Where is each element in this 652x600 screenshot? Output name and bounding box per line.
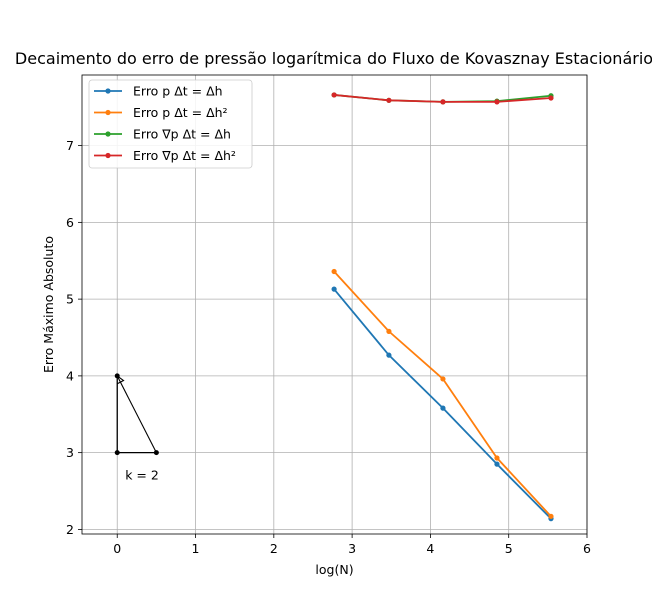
x-tick-label: 5 (505, 541, 513, 556)
triangle-hypotenuse (116, 375, 157, 453)
legend-label: Erro p Δt = Δh (133, 84, 223, 99)
data-point (331, 286, 337, 292)
series-line (333, 270, 552, 517)
y-axis-title: Erro Máximo Absoluto (41, 236, 56, 373)
x-tick-label: 4 (426, 541, 434, 556)
data-point (494, 99, 500, 105)
plot-frame (81, 74, 588, 535)
data-point (386, 328, 392, 334)
x-tick-label: 3 (348, 541, 356, 556)
series-layer (331, 92, 554, 522)
legend-label: Erro ∇p Δt = Δh (133, 127, 231, 142)
legend-marker (105, 152, 111, 159)
legend: Erro p Δt = Δh Erro p Δt = Δh² Erro ∇p Δt … (88, 79, 253, 169)
legend-box (88, 79, 253, 169)
y-tick-label: 2 (66, 522, 74, 537)
y-tick-label: 6 (66, 215, 74, 230)
y-tick-label: 3 (66, 445, 74, 460)
data-point (386, 97, 392, 103)
triangle-vertex (114, 373, 120, 379)
data-point (548, 95, 554, 101)
x-tick-label: 2 (270, 541, 278, 556)
slope-triangle (114, 373, 159, 456)
x-tick-label: 6 (583, 541, 591, 556)
data-point (386, 352, 392, 358)
slope-label: k = 2 (125, 468, 159, 483)
chart-title: Decaimento do erro de pressão logarítmic… (15, 49, 652, 68)
arrow-head (116, 375, 125, 385)
ticks: 0 1 2 3 4 5 6 2 3 4 5 6 7 (66, 138, 591, 556)
triangle-vertex (114, 450, 120, 456)
data-point (440, 405, 446, 411)
legend-marker (105, 109, 111, 116)
y-tick-label: 5 (66, 292, 74, 307)
legend-label: Erro p Δt = Δh² (133, 105, 228, 120)
data-point (331, 268, 337, 275)
grid (82, 75, 588, 534)
x-tick-label: 0 (113, 541, 121, 556)
data-point (440, 99, 446, 105)
triangle-vertex (153, 450, 159, 456)
y-tick-label: 4 (66, 368, 74, 383)
legend-marker (105, 131, 111, 137)
y-tick-label: 7 (66, 138, 74, 153)
x-axis-title: log(N) (315, 562, 353, 577)
legend-label: Erro ∇p Δt = Δh² (133, 148, 236, 163)
data-point (494, 461, 500, 467)
data-point (494, 455, 500, 461)
legend-marker (105, 88, 111, 94)
data-point (548, 513, 554, 519)
series-line (333, 288, 552, 520)
data-point (440, 376, 446, 382)
x-tick-label: 1 (192, 541, 200, 556)
data-point (331, 92, 337, 98)
